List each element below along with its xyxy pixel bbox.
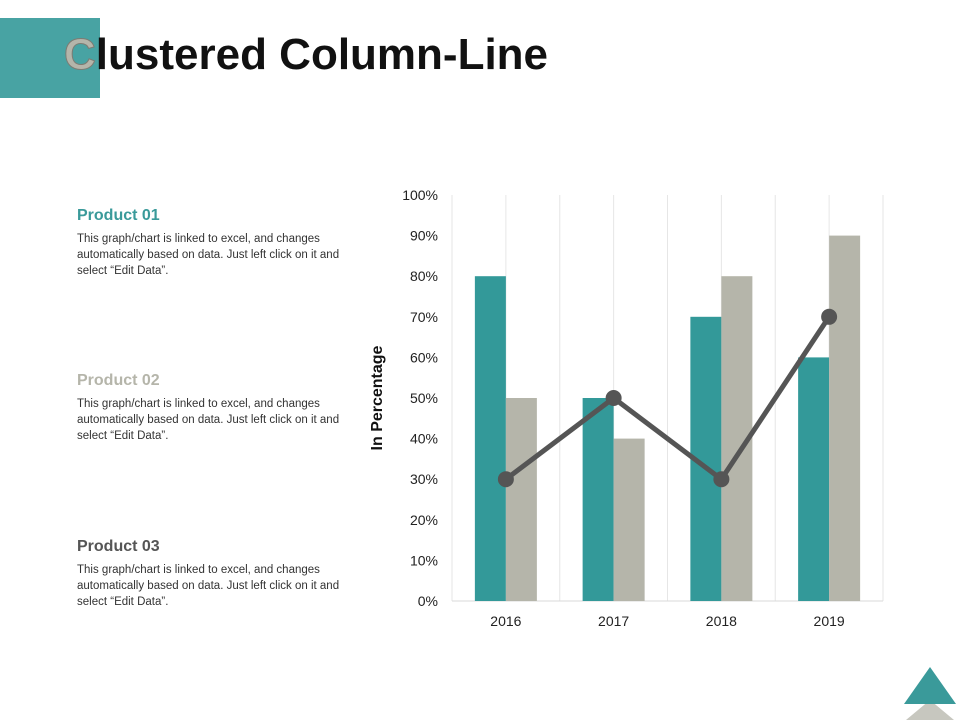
y-tick-label: 30% [410,471,438,487]
y-tick-label: 0% [418,593,438,609]
bar [505,398,537,601]
y-axis-label: In Percentage [369,345,386,450]
bar [582,398,614,601]
product-heading: Product 03 [77,538,160,555]
x-tick-label: 2017 [598,613,629,629]
product-heading: Product 01 [77,207,160,224]
y-tick-label: 10% [410,552,438,568]
product-description: This graph/chart is linked to excel, and… [77,233,340,277]
series-line [504,315,832,482]
y-tick-label: 40% [410,431,438,447]
line-point [821,308,838,325]
y-tick-label: 60% [410,349,438,365]
y-tick-label: 80% [410,268,438,284]
product-description: This graph/chart is linked to excel, and… [77,398,340,442]
y-tick-label: 70% [410,309,438,325]
title-first-letter: C [64,30,97,80]
page-title: Clustered Column-Line [64,30,549,80]
product-description: This graph/chart is linked to excel, and… [77,564,340,608]
x-tick-label: 2016 [490,613,521,629]
product-block-1: Product 01 This graph/chart is linked to… [77,207,347,279]
bar [798,357,830,601]
product-heading: Product 02 [77,372,160,389]
x-tick-label: 2019 [814,613,845,629]
y-tick-label: 20% [410,512,438,528]
title-accent-block [0,18,100,98]
product-block-2: Product 02 This graph/chart is linked to… [77,372,347,444]
y-tick-label: 50% [410,390,438,406]
y-tick-label: 100% [402,187,438,203]
line-point [713,471,730,488]
line-point [497,471,514,488]
x-tick-label: 2018 [706,613,737,629]
clustered-column-line-chart: 0% 10% 20% 30% 40% 50% 60% 70% 80% 90% 100% In Perc… [369,187,884,629]
line-point [605,390,622,406]
bar [474,276,506,601]
bar [613,438,645,601]
y-tick-label: 90% [410,228,438,244]
product-block-3: Product 03 This graph/chart is linked to… [77,538,347,610]
triangle-decoration [904,667,956,720]
title-text: lustered Column-Line [95,30,549,79]
bar [829,235,861,601]
